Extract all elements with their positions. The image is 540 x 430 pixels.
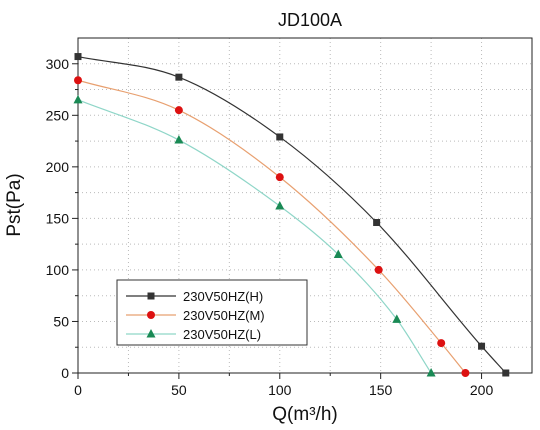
legend-marker (147, 311, 155, 319)
data-point (373, 219, 381, 227)
x-tick-label: 50 (171, 382, 187, 398)
series-3 (73, 94, 436, 377)
data-point (74, 53, 82, 61)
series-2 (74, 76, 470, 377)
y-tick-label: 150 (46, 210, 70, 226)
series-1 (74, 53, 510, 377)
data-point (392, 314, 402, 323)
data-point (175, 73, 183, 81)
y-axis-title: Pst(Pa) (4, 173, 25, 236)
data-point (461, 369, 470, 377)
data-point (502, 369, 510, 377)
data-point (437, 339, 446, 348)
y-tick-label: 200 (46, 159, 70, 175)
data-point (426, 368, 436, 377)
data-point (74, 76, 82, 85)
series-layer (73, 53, 510, 377)
data-point (374, 265, 383, 274)
data-point (275, 173, 284, 182)
axis-ticks: 0 50 100 150 200 0 50 100 150 200 250 300 (46, 56, 494, 398)
data-point (275, 201, 285, 210)
legend: 230V50HZ(H) 230V50HZ(M) 230V50HZ(L) (116, 279, 308, 346)
y-tick-label: 100 (46, 262, 70, 278)
x-axis-title: Q(m³/h) (272, 404, 337, 425)
legend-label: 230V50HZ(M) (183, 308, 265, 323)
data-point (174, 106, 183, 115)
plot-frame (77, 37, 533, 374)
legend-label: 230V50HZ(L) (183, 327, 261, 342)
data-point (73, 94, 83, 104)
x-tick-label: 150 (369, 382, 393, 398)
legend-label: 230V50HZ(H) (183, 289, 263, 304)
y-tick-label: 250 (46, 107, 70, 123)
x-tick-label: 100 (268, 382, 292, 398)
data-point (276, 133, 284, 141)
chart-title: JD100A (278, 10, 342, 30)
y-tick-label: 50 (53, 313, 69, 329)
data-point (174, 135, 184, 144)
x-tick-label: 0 (74, 382, 82, 398)
x-tick-label: 200 (470, 382, 494, 398)
legend-marker (146, 329, 156, 338)
data-point (333, 249, 343, 258)
legend-marker (147, 292, 155, 300)
y-tick-label: 300 (46, 56, 70, 72)
y-tick-label: 0 (61, 365, 69, 381)
data-point (478, 342, 486, 350)
